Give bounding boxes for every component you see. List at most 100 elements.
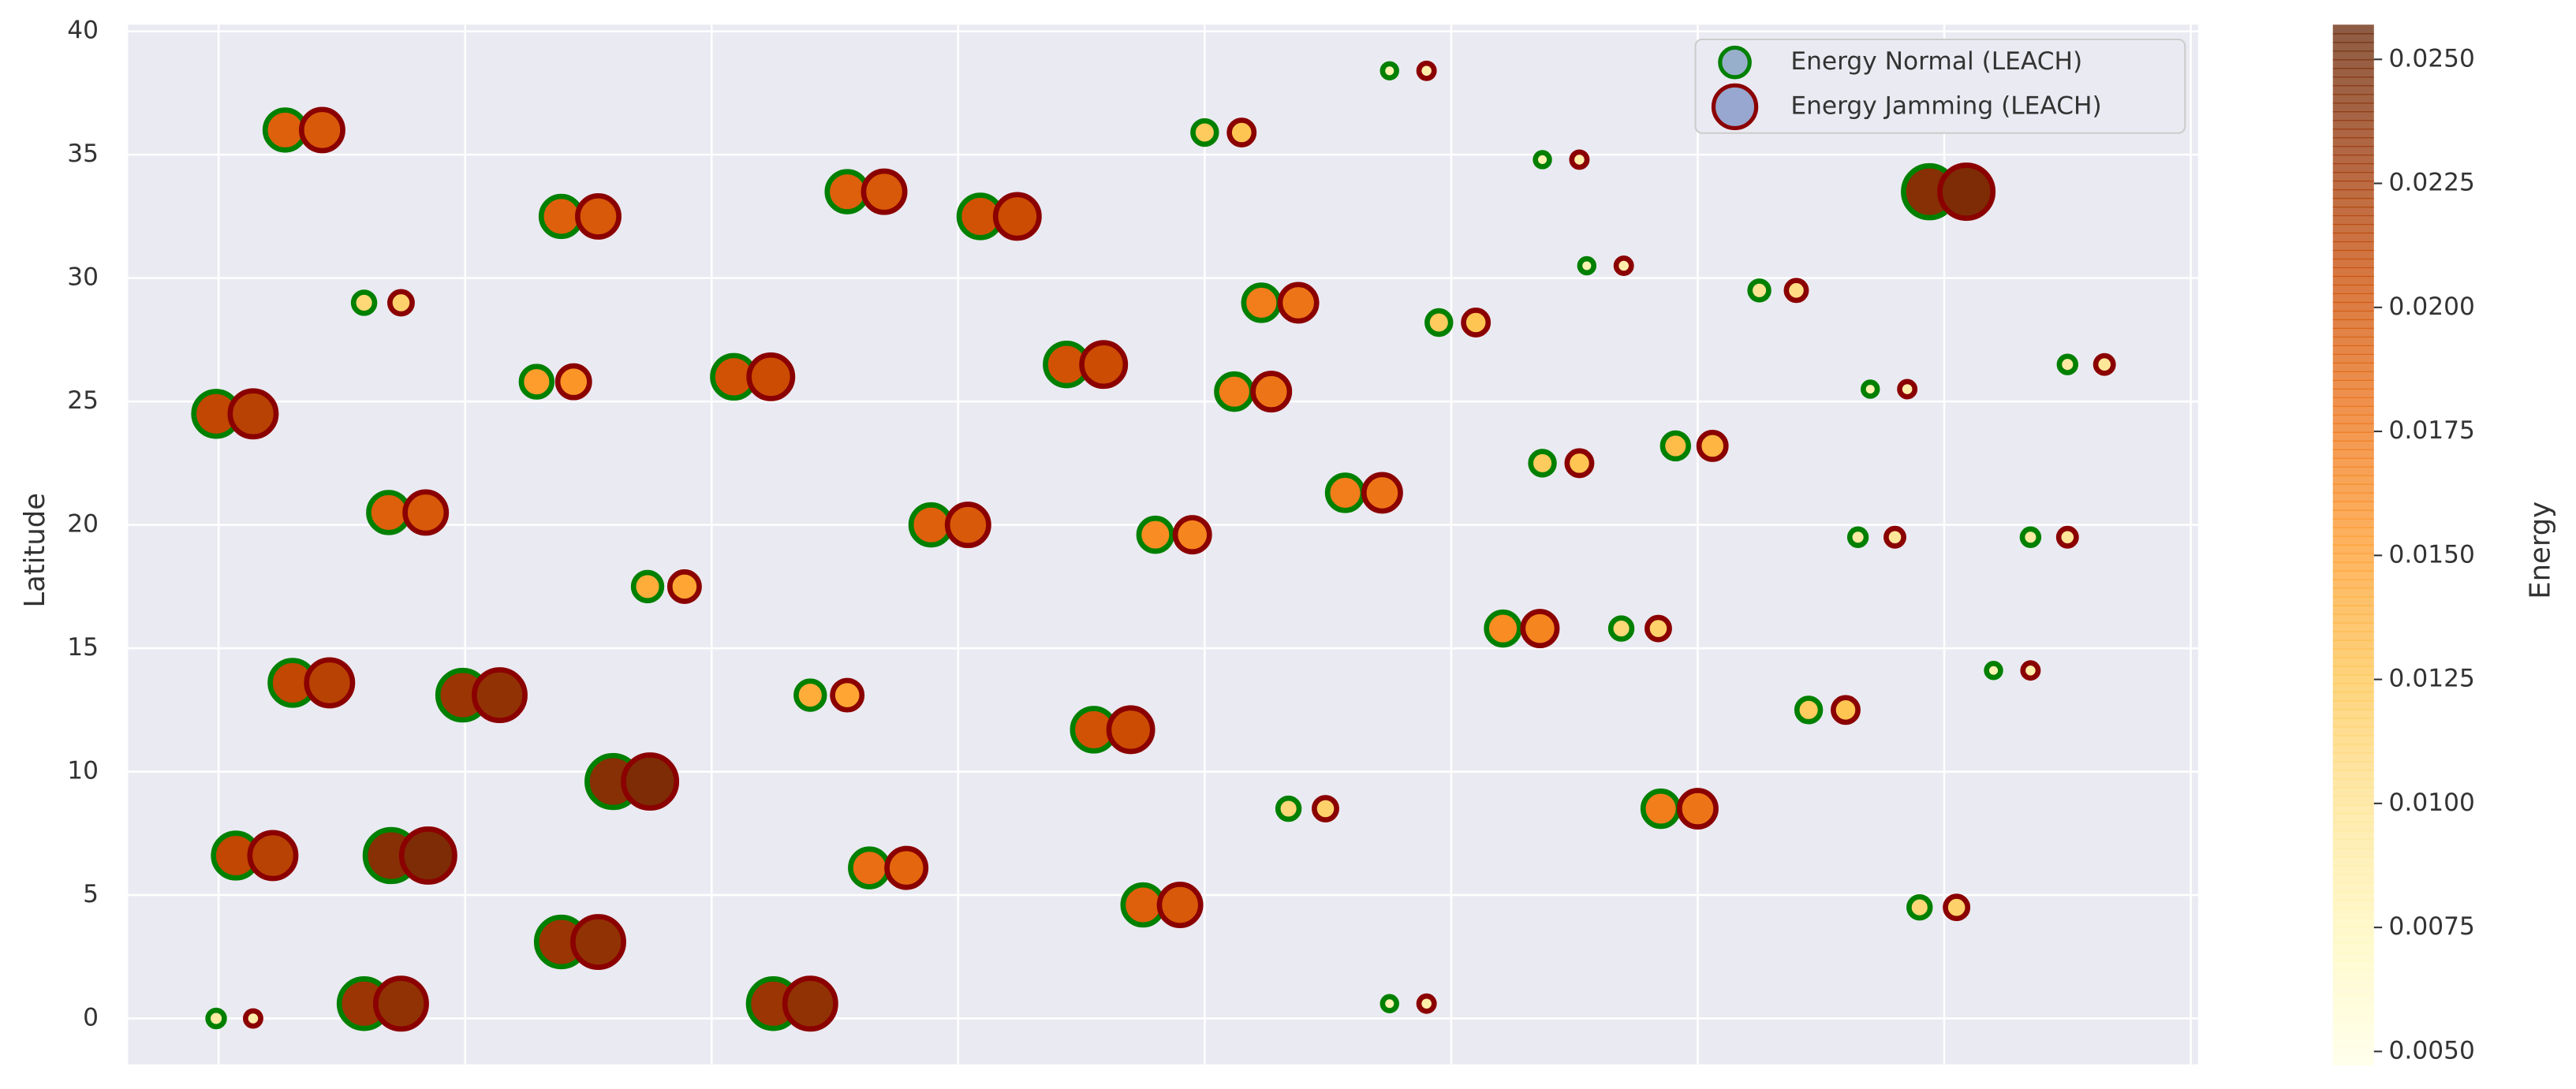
colorbar-strip	[2332, 804, 2374, 815]
y-tick-label: 30	[67, 263, 99, 292]
colorbar-strip	[2332, 397, 2374, 407]
data-point	[1379, 61, 1399, 80]
colorbar-strip	[2332, 362, 2374, 373]
colorbar-strip	[2332, 275, 2374, 286]
colorbar-strip	[2332, 249, 2374, 260]
data-point	[1361, 472, 1403, 514]
colorbar-strip	[2332, 683, 2374, 693]
data-point	[1569, 149, 1590, 170]
colorbar-strip	[2332, 977, 2374, 988]
colorbar-strip	[2332, 631, 2374, 641]
legend-label: Energy Jamming (LEACH)	[1790, 91, 2101, 120]
colorbar-strip	[2332, 579, 2374, 589]
y-tick-label: 40	[67, 17, 99, 45]
data-point	[1897, 379, 1918, 400]
data-point	[1461, 308, 1491, 338]
data-point	[861, 168, 908, 215]
colorbar-strip	[2332, 155, 2374, 165]
colorbar-strip	[2332, 1003, 2374, 1014]
data-point	[2019, 526, 2042, 548]
colorbar-strip	[2332, 1029, 2374, 1040]
colorbar-strip	[2332, 761, 2374, 771]
colorbar-strip	[2332, 371, 2374, 381]
colorbar-strip	[2332, 770, 2374, 780]
colorbar-strip	[2332, 319, 2374, 330]
colorbar-strip	[2332, 33, 2374, 43]
data-point	[1156, 882, 1204, 929]
y-tick-label: 35	[67, 140, 99, 168]
data-point	[554, 363, 592, 401]
colorbar-strip	[2332, 535, 2374, 546]
colorbar-strip	[2332, 24, 2374, 35]
colorbar-strip	[2332, 189, 2374, 200]
colorbar-strip	[2332, 509, 2374, 520]
data-point	[1644, 614, 1672, 643]
data-point	[793, 678, 827, 712]
y-tick-label: 25	[67, 386, 99, 415]
data-point	[1883, 525, 1906, 549]
data-point	[621, 752, 680, 811]
data-point	[944, 502, 991, 549]
colorbar-strip	[2332, 596, 2374, 606]
legend-box	[1694, 38, 2186, 134]
colorbar-strip	[2332, 925, 2374, 936]
data-point	[227, 388, 279, 440]
data-point	[1861, 379, 1880, 399]
data-point	[1677, 788, 1719, 830]
data-point	[402, 489, 450, 536]
colorbar-strip	[2332, 1055, 2374, 1065]
colorbar-strip	[2332, 752, 2374, 763]
colorbar-tick-label: 0.0100	[2389, 789, 2475, 817]
colorbar-strip	[2332, 267, 2374, 278]
colorbar-strip	[2332, 431, 2374, 442]
y-tick-label: 5	[83, 880, 99, 908]
colorbar-strip	[2332, 111, 2374, 121]
data-point	[782, 975, 838, 1032]
data-point	[1079, 340, 1129, 390]
colorbar-strip	[2332, 518, 2374, 528]
colorbar-strip	[2332, 622, 2374, 632]
colorbar-strip	[2332, 830, 2374, 841]
data-point	[746, 352, 796, 401]
colorbar: 0.0050 0.0075 0.0100 0.0125 0.0150 0.0175 0.02…	[2332, 24, 2475, 1065]
data-point	[848, 846, 891, 889]
data-point	[1659, 430, 1692, 462]
colorbar-strip	[2332, 214, 2374, 226]
data-point	[1783, 278, 1809, 304]
data-point	[1172, 515, 1212, 555]
data-point	[1831, 695, 1861, 725]
colorbar-strip	[2332, 284, 2374, 295]
colorbar-strip	[2332, 787, 2374, 797]
colorbar-strip	[2332, 293, 2374, 304]
colorbar-strip	[2332, 172, 2374, 182]
legend-marker	[1711, 83, 1759, 131]
colorbar-strip	[2332, 778, 2374, 789]
colorbar-strip	[2332, 890, 2374, 901]
data-point	[1106, 705, 1155, 755]
colorbar-tick-label: 0.0175	[2389, 416, 2475, 445]
colorbar-strip	[2332, 1038, 2374, 1049]
data-point	[630, 569, 665, 604]
colorbar-strip	[2332, 960, 2374, 971]
colorbar-strip	[2332, 76, 2374, 87]
colorbar-strip	[2332, 475, 2374, 485]
colorbar-strip	[2332, 59, 2374, 69]
data-point	[1640, 788, 1682, 830]
colorbar-strip	[2332, 570, 2374, 580]
colorbar-strip	[2332, 258, 2374, 269]
colorbar-strip	[2332, 440, 2374, 450]
data-point	[1136, 515, 1175, 554]
data-point	[1324, 472, 1366, 513]
colorbar-strip	[2332, 657, 2374, 667]
colorbar-strip	[2332, 666, 2374, 676]
colorbar-strip	[2332, 700, 2374, 710]
colorbar-label: Energy	[2524, 502, 2556, 599]
colorbar-tick-label: 0.0075	[2389, 912, 2475, 941]
colorbar-strip	[2332, 50, 2374, 61]
colorbar-strip	[2332, 414, 2374, 424]
colorbar-strip	[2332, 353, 2374, 364]
colorbar-strip	[2332, 874, 2374, 884]
data-point	[298, 106, 345, 154]
